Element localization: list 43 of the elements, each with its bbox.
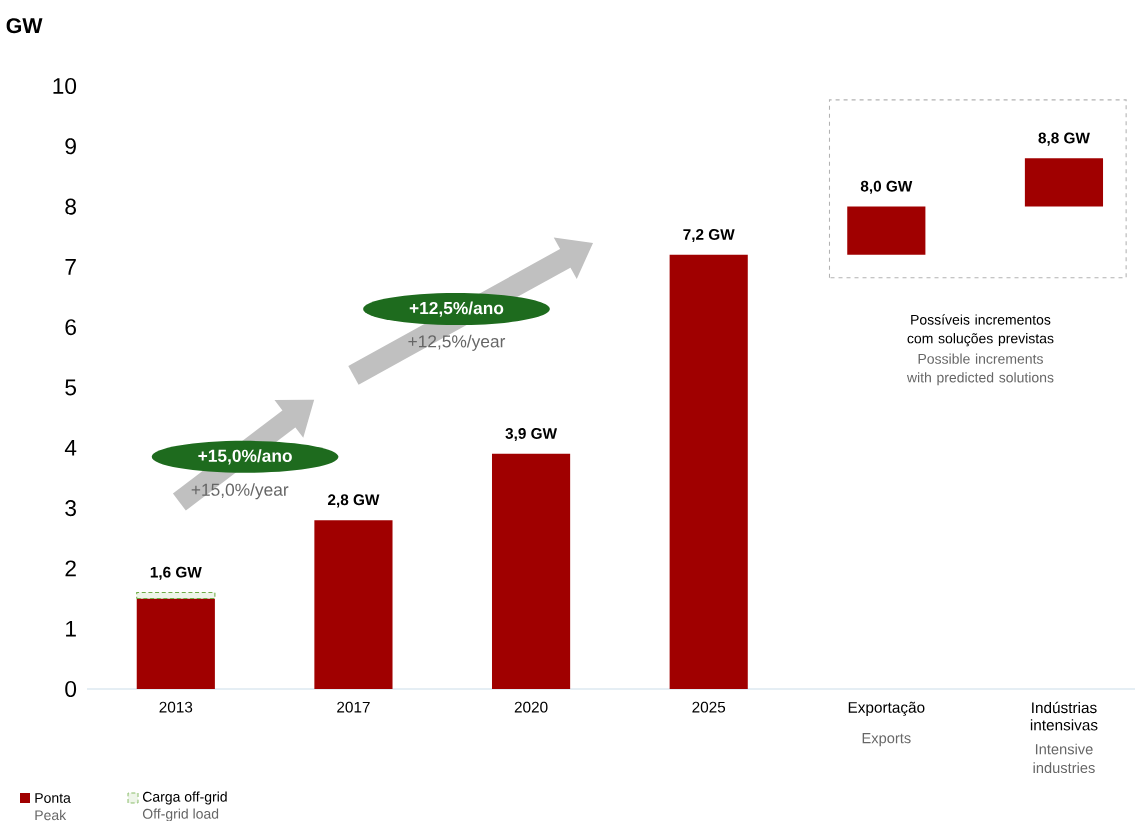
x-tick-label: 2017 [337, 701, 370, 713]
x-tick-label: 2020 [514, 701, 548, 713]
text: Intensive industries [1033, 743, 1095, 774]
y-tick-label: 7 [65, 259, 76, 275]
total-label: 1,6 GW [150, 566, 202, 580]
bar [136, 598, 215, 689]
y-tick-label: 4 [64, 439, 77, 456]
bar [314, 520, 393, 689]
y-tick-label: 1 [66, 620, 76, 637]
text: Peak [35, 809, 67, 821]
annotation: 8,0 GW [860, 180, 913, 194]
bar [847, 206, 926, 255]
y-axis-title: GW [6, 18, 43, 34]
y-tick-label: 9 [65, 138, 76, 155]
x-tick-label: Exportação [848, 701, 925, 716]
annotation: 8,8 GW [1038, 132, 1090, 146]
total-label: 2,8 GW [327, 494, 380, 508]
y-tick-label: 5 [65, 379, 76, 396]
legend-label: Carga off-grid [142, 791, 227, 805]
x-tick-label: Indústrias intensivas [1030, 701, 1098, 731]
x-tick-label: 2013 [159, 701, 193, 713]
y-tick-label: 2 [65, 560, 76, 577]
annotation: +15,0%/year [191, 483, 289, 500]
x-tick-label: 2025 [692, 701, 726, 713]
annotation: Possible increments with predicted solutions [906, 353, 1054, 386]
annotation: +12,5%/year [408, 334, 506, 351]
y-tick-label: 8 [65, 198, 76, 215]
y-tick-label: 3 [65, 500, 76, 517]
bar [1024, 158, 1104, 207]
y-tick-label: 6 [65, 319, 76, 336]
total-label: 7,2 GW [683, 229, 735, 243]
y-tick-label: 0 [65, 680, 77, 698]
text: Off-grid load [142, 808, 219, 821]
bar [669, 254, 748, 689]
total-label: 3,9 GW [505, 428, 558, 442]
annotation: Possíveis incrementos com soluções previstas [907, 314, 1054, 347]
legend-label: Ponta [35, 793, 71, 803]
annotation: +15,0%/ano [198, 449, 292, 465]
bar [136, 591, 216, 600]
y-tick-label: 10 [53, 77, 77, 95]
annotation: +12,5%/ano [409, 301, 504, 317]
bar [491, 453, 571, 689]
text: Exports [862, 733, 911, 747]
